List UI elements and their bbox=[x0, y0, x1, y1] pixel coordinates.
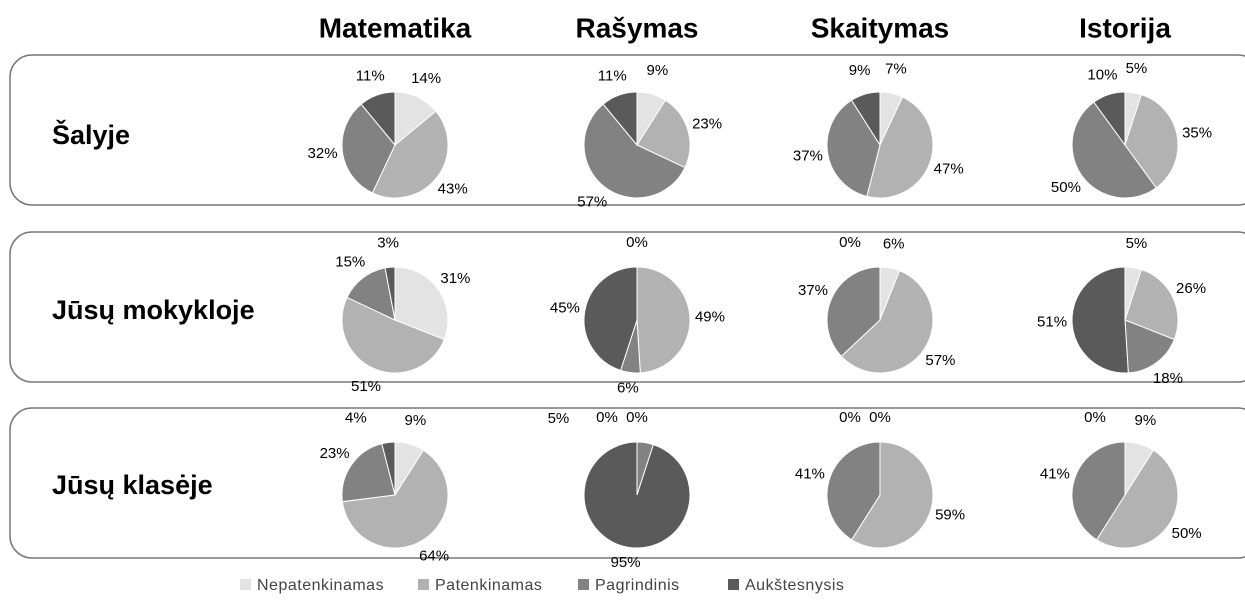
row-label: Jūsų mokykloje bbox=[52, 295, 255, 325]
data-label: 95% bbox=[611, 554, 641, 571]
data-label: 15% bbox=[335, 253, 365, 270]
data-label: 5% bbox=[548, 410, 570, 427]
pie-slice bbox=[341, 296, 445, 374]
pie-slice bbox=[583, 266, 638, 372]
data-label: 41% bbox=[795, 466, 825, 483]
data-label: 0% bbox=[626, 234, 648, 251]
pie-slice bbox=[341, 449, 449, 549]
data-label: 50% bbox=[1051, 179, 1081, 196]
data-label: 0% bbox=[626, 409, 648, 426]
pie-slice bbox=[840, 270, 934, 374]
data-label: 9% bbox=[849, 62, 871, 79]
pie-slice bbox=[602, 91, 638, 147]
data-label: 9% bbox=[405, 412, 427, 429]
data-label: 32% bbox=[308, 145, 338, 162]
data-label: 31% bbox=[440, 270, 470, 287]
pie-slice bbox=[1095, 449, 1179, 549]
data-label: 3% bbox=[377, 234, 399, 251]
data-label: 10% bbox=[1087, 67, 1117, 84]
column-header: Matematika bbox=[319, 12, 472, 43]
pie-slice bbox=[1071, 101, 1157, 199]
pie-slice bbox=[384, 266, 396, 321]
pie-slice bbox=[341, 103, 396, 194]
pie-slice bbox=[1071, 266, 1129, 374]
pie-slice bbox=[826, 441, 881, 541]
pie-slice bbox=[636, 266, 691, 374]
pie-slice bbox=[850, 91, 881, 147]
row-box bbox=[9, 407, 1245, 559]
data-label: 0% bbox=[869, 409, 891, 426]
data-label: 41% bbox=[1040, 466, 1070, 483]
pie-slice bbox=[371, 110, 449, 199]
data-label: 57% bbox=[925, 352, 955, 369]
data-label: 5% bbox=[1126, 60, 1148, 77]
legend-label: Aukštesnysis bbox=[745, 577, 844, 594]
pie-slice bbox=[866, 96, 934, 199]
legend-swatch bbox=[578, 579, 589, 590]
row-label: Šalyje bbox=[52, 119, 130, 150]
data-label: 59% bbox=[935, 506, 965, 523]
pie-slice bbox=[583, 103, 686, 199]
data-label: 26% bbox=[1176, 280, 1206, 297]
legend-swatch bbox=[728, 579, 739, 590]
pie-slice bbox=[1071, 441, 1126, 541]
data-label: 0% bbox=[1084, 409, 1106, 426]
data-label: 5% bbox=[1126, 235, 1148, 252]
data-label: 9% bbox=[647, 62, 669, 79]
legend-swatch bbox=[418, 579, 429, 590]
pie-slice bbox=[346, 267, 396, 321]
column-header: Rašymas bbox=[576, 12, 699, 43]
data-label: 35% bbox=[1182, 125, 1212, 142]
data-label: 64% bbox=[419, 548, 449, 565]
data-label: 0% bbox=[596, 409, 618, 426]
pie-slice bbox=[381, 441, 396, 496]
row-box bbox=[9, 231, 1245, 383]
data-label: 18% bbox=[1153, 370, 1183, 387]
data-label: 57% bbox=[577, 194, 607, 211]
data-label: 9% bbox=[1135, 412, 1157, 429]
data-label: 11% bbox=[598, 67, 627, 84]
data-label: 23% bbox=[320, 445, 350, 462]
pie-slice bbox=[394, 266, 449, 341]
row-label: Jūsų klasėje bbox=[52, 470, 213, 500]
data-label: 0% bbox=[839, 234, 861, 251]
data-label: 7% bbox=[885, 61, 907, 78]
legend-label: Nepatenkinamas bbox=[257, 577, 384, 594]
pie-slice bbox=[1124, 268, 1179, 341]
data-label: 37% bbox=[793, 147, 823, 164]
pie-slice bbox=[826, 266, 881, 357]
data-label: 4% bbox=[345, 410, 367, 427]
pie-slice bbox=[1124, 319, 1175, 374]
legend-label: Patenkinamas bbox=[435, 577, 542, 594]
data-label: 51% bbox=[1037, 313, 1067, 330]
data-label: 45% bbox=[550, 300, 580, 317]
data-label: 43% bbox=[438, 181, 468, 198]
data-label: 49% bbox=[695, 309, 725, 326]
pie-slice bbox=[360, 91, 396, 147]
data-label: 11% bbox=[356, 67, 385, 84]
data-label: 50% bbox=[1172, 525, 1202, 542]
data-label: 37% bbox=[798, 282, 828, 299]
pie-slice bbox=[1124, 93, 1179, 189]
pie-slice bbox=[1093, 91, 1126, 147]
data-label: 6% bbox=[883, 235, 905, 252]
data-label: 14% bbox=[411, 70, 441, 87]
data-label: 51% bbox=[351, 378, 381, 395]
data-label: 47% bbox=[934, 161, 964, 178]
column-header: Skaitymas bbox=[811, 12, 950, 43]
legend-label: Pagrindinis bbox=[595, 577, 680, 594]
pie-slice bbox=[341, 443, 396, 503]
pie-slice bbox=[850, 441, 934, 549]
data-label: 6% bbox=[617, 379, 639, 396]
pie-slice bbox=[583, 441, 691, 549]
legend-swatch bbox=[240, 579, 251, 590]
row-box bbox=[9, 54, 1245, 206]
data-label: 0% bbox=[839, 409, 861, 426]
data-label: 23% bbox=[692, 116, 722, 133]
column-header: Istorija bbox=[1079, 12, 1171, 43]
